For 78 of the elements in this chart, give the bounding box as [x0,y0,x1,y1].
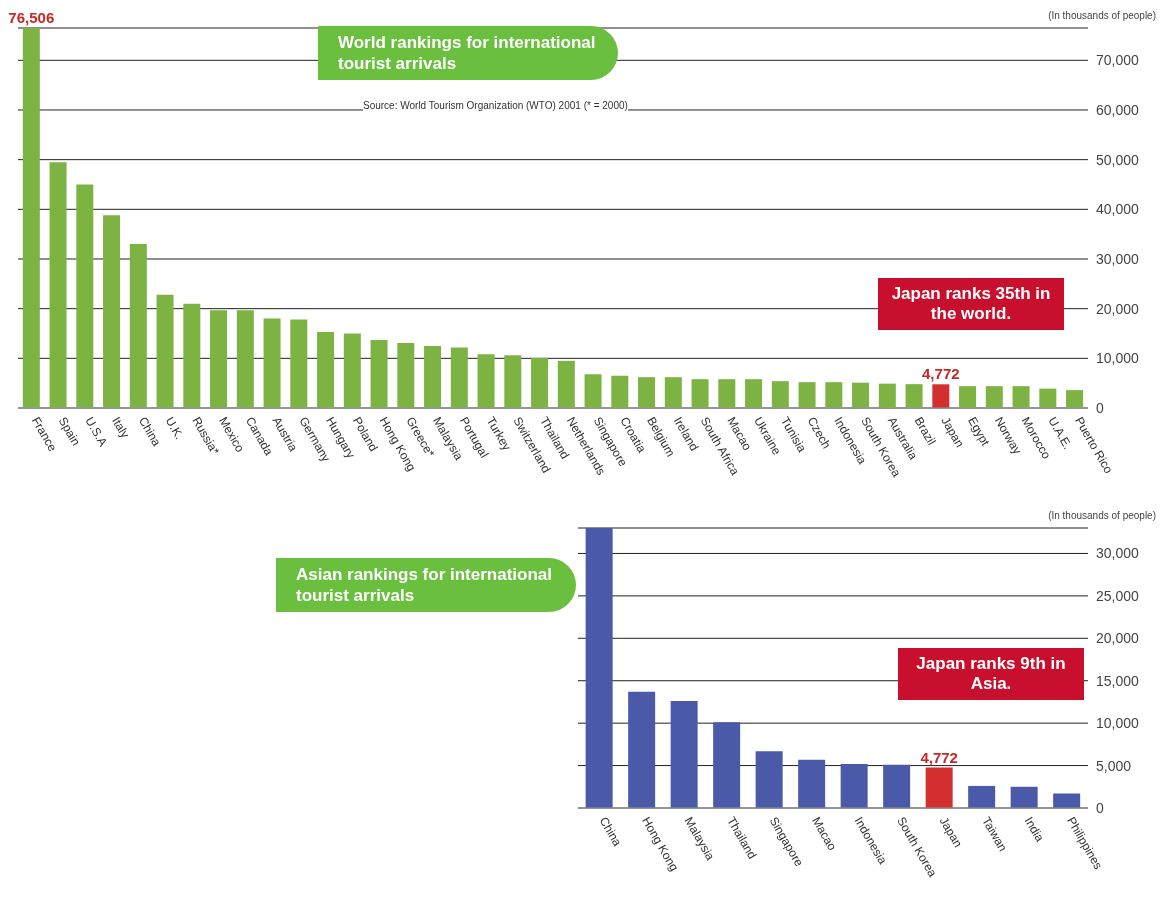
y-tick-label: 25,000 [1096,587,1140,604]
y-tick-label: 5,000 [1096,757,1132,774]
bar [22,28,40,408]
bar [290,319,308,408]
bar [718,379,736,408]
bar [1012,386,1030,408]
bar [183,303,201,408]
y-tick-label: 40,000 [1096,201,1140,218]
y-tick-label: 20,000 [1096,300,1140,317]
bar [531,357,549,408]
bar [713,722,741,808]
bar [968,785,996,808]
bar [638,377,656,408]
annotation: Source: World Tourism Organization (WTO) 2001 (* = 2000) [363,100,628,111]
y-axis-title: (In thousands of people) [1048,10,1156,21]
bar [825,382,843,408]
bar [755,751,783,808]
y-tick-label: 0 [1096,399,1104,416]
x-tick-label: Italy [109,414,133,441]
bar [317,332,335,408]
bar [628,691,656,808]
bar [959,386,977,408]
bar [905,384,923,408]
bar [1053,793,1081,808]
bar [156,294,174,408]
bar [670,701,698,808]
y-tick-label: 10,000 [1096,715,1140,732]
y-tick-label: 60,000 [1096,101,1140,118]
bar [691,379,709,408]
bar [584,374,602,408]
bar [103,215,121,408]
bar [771,381,789,408]
data-label: 76,506 [8,9,55,26]
bar [76,184,94,408]
bar [585,528,613,808]
bar [504,355,522,408]
y-tick-label: 70,000 [1096,52,1140,69]
bar [664,377,682,408]
bar [1039,388,1057,408]
y-tick-label: 20,000 [1096,630,1140,647]
bar [450,347,468,408]
bar [1066,390,1084,408]
annotation: Japan ranks 9th in Asia. [898,648,1084,700]
text: Asian rankings for international tourist arrivals [296,564,553,606]
bar [932,384,950,408]
annotation: Japan ranks 35th in the world. [878,278,1064,330]
bar [477,354,495,408]
y-tick-label: 30,000 [1096,250,1140,267]
bar [1010,786,1038,808]
y-tick-label: 30,000 [1096,545,1140,562]
y-tick-label: 15,000 [1096,672,1140,689]
bar [263,318,281,408]
bar [798,759,826,808]
bar [985,386,1003,408]
bar [925,767,953,808]
bar [49,162,67,408]
text: World rankings for international tourist arrivals [338,32,597,74]
bar [852,382,870,408]
data-label: 4,772 [922,365,960,383]
y-axis-title: (In thousands of people) [1048,510,1156,521]
y-tick-label: 50,000 [1096,151,1140,168]
bar [840,763,868,808]
bar [878,383,896,408]
bar [210,310,228,408]
bar [557,360,575,408]
bar [745,379,763,408]
bar [611,375,629,408]
bar [343,333,361,408]
y-tick-label: 0 [1096,799,1104,816]
bar [397,342,415,408]
bar [798,382,816,408]
bar [129,244,147,408]
y-tick-label: 10,000 [1096,350,1140,367]
bar [883,764,911,808]
bar [370,339,388,408]
data-label: 4,772 [920,748,958,766]
bar [236,310,254,408]
bar [424,345,442,408]
